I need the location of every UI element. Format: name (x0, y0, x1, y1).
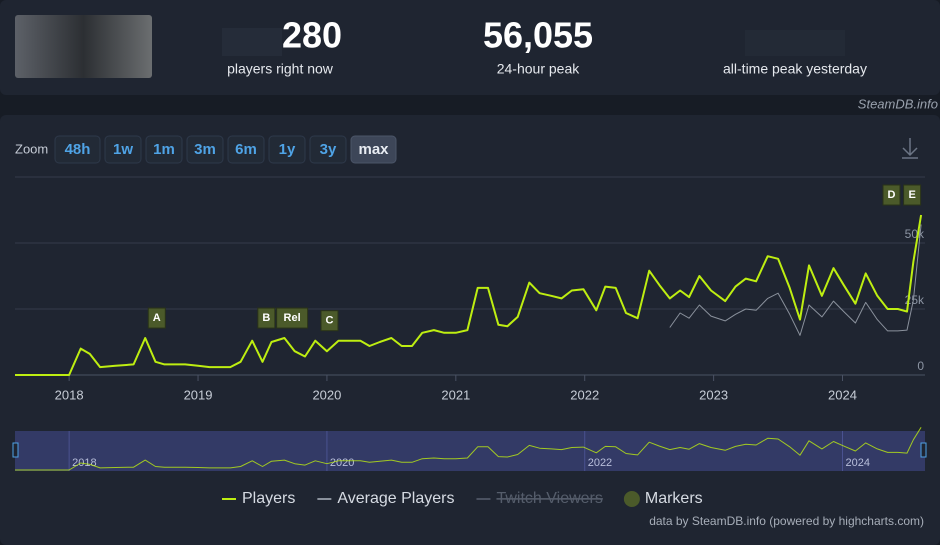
legend-label[interactable]: Players (242, 490, 295, 507)
download-icon[interactable] (902, 138, 918, 159)
zoom-label: Zoom (15, 141, 48, 156)
header-panel (0, 0, 940, 95)
zoom-button-label[interactable]: 6m (235, 141, 257, 158)
navigator-handle[interactable] (920, 442, 927, 458)
x-tick-label: 2019 (184, 387, 213, 402)
zoom-button-label[interactable]: 3m (194, 141, 216, 158)
legend-label[interactable]: Twitch Viewers (496, 490, 602, 507)
marker-label: B (262, 312, 270, 324)
x-tick-label: 2022 (570, 387, 599, 402)
marker-flag[interactable] (257, 307, 276, 329)
legend-label[interactable]: Markers (645, 490, 703, 507)
y-tick-label: 0 (917, 359, 924, 373)
x-tick-label: 2020 (312, 387, 341, 402)
marker-flag[interactable] (147, 307, 166, 329)
series-line (15, 214, 923, 376)
zoom-button-label[interactable]: 1m (153, 141, 175, 158)
current-players: 280 (282, 15, 342, 56)
x-tick-label: 2024 (828, 387, 857, 402)
marker-label: C (326, 315, 334, 327)
current-label: players right now (227, 61, 334, 77)
blurred-digit (222, 28, 282, 56)
zoom-button[interactable] (227, 135, 265, 164)
navigator-handle[interactable] (12, 442, 19, 458)
source: SteamDB.info (858, 96, 938, 111)
credit: data by SteamDB.info (powered by highcha… (649, 514, 924, 528)
navigator-label: 2020 (330, 457, 354, 469)
all-time-label: all-time peak yesterday (723, 61, 867, 77)
zoom-button-label[interactable]: 1w (113, 141, 133, 158)
peak-24h: 56,055 (483, 15, 593, 56)
navigator-label: 2018 (72, 457, 96, 469)
legend-symbol (623, 491, 640, 507)
zoom-button[interactable] (145, 135, 183, 164)
peak-label: 24-hour peak (497, 61, 581, 77)
legend-label[interactable]: Average Players (337, 490, 454, 507)
zoom-button[interactable] (104, 135, 142, 164)
zoom-button[interactable] (268, 135, 306, 164)
zoom-button-label[interactable]: max (358, 141, 389, 158)
navigator-band (15, 431, 925, 471)
chart-panel (0, 115, 940, 545)
zoom-button[interactable] (54, 135, 101, 164)
marker-flag[interactable] (882, 184, 901, 206)
y-tick-label: 50k (905, 227, 925, 241)
zoom-button-label[interactable]: 1y (279, 141, 296, 158)
marker-label: D (888, 189, 896, 201)
navigator-line (15, 427, 922, 471)
marker-flag[interactable] (276, 307, 309, 329)
zoom-button[interactable] (350, 135, 397, 164)
marker-flag[interactable] (320, 310, 339, 332)
zoom-button[interactable] (309, 135, 347, 164)
series-line (669, 224, 922, 336)
marker-label: Rel (284, 312, 301, 324)
navigator-label: 2022 (588, 457, 612, 469)
x-tick-label: 2018 (55, 387, 84, 402)
marker-label: E (908, 189, 915, 201)
navigator-label: 2024 (846, 457, 870, 469)
zoom-button-label[interactable]: 3y (320, 141, 337, 158)
game-thumbnail (15, 15, 152, 78)
x-tick-label: 2023 (699, 387, 728, 402)
zoom-button-label[interactable]: 48h (65, 141, 91, 158)
x-tick-label: 2021 (441, 387, 470, 402)
marker-flag[interactable] (903, 184, 922, 206)
zoom-button[interactable] (186, 135, 224, 164)
marker-label: A (153, 312, 161, 324)
blurred-peak (745, 30, 845, 56)
